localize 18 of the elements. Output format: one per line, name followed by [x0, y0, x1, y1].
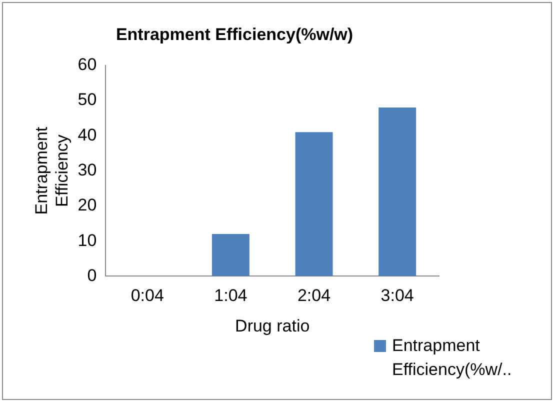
y-tick-label: 60 — [78, 55, 97, 74]
x-tick-label: 2:04 — [297, 286, 331, 306]
legend-label: Entrapment Efficiency(%w/.. — [392, 335, 513, 381]
x-tick-label: 1:04 — [214, 286, 248, 306]
bar — [295, 132, 333, 276]
x-tick-label: 0:04 — [130, 286, 164, 306]
y-tick-label: 50 — [78, 90, 97, 110]
x-axis-title: Drug ratio — [235, 316, 310, 336]
chart-title: Entrapment Efficiency(%w/w) — [116, 24, 354, 44]
y-tick-label: 20 — [78, 196, 97, 215]
y-axis-title: Entrapment Efficiency — [32, 126, 72, 215]
x-tick-label: 3:04 — [380, 286, 414, 306]
bar — [212, 234, 250, 276]
y-tick-label: 0 — [87, 266, 97, 285]
bar — [378, 108, 416, 276]
y-tick-label: 40 — [78, 125, 97, 144]
y-tick-label: 10 — [78, 230, 97, 250]
y-tick-label: 30 — [78, 160, 97, 180]
